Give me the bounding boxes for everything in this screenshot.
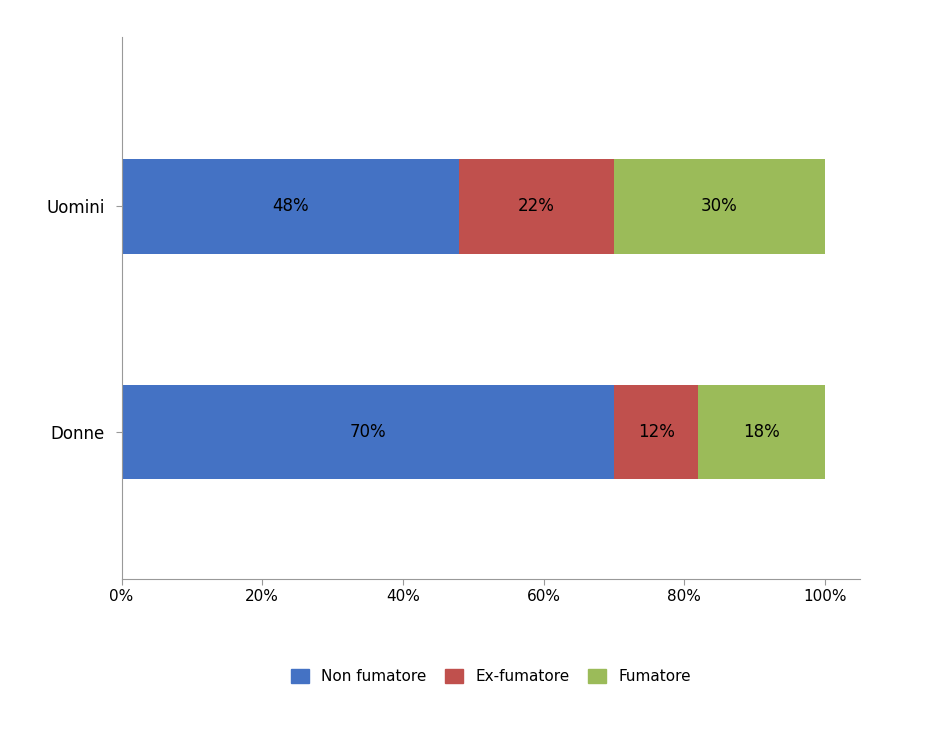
Bar <box>614 159 825 254</box>
Text: 22%: 22% <box>518 197 555 215</box>
Text: 70%: 70% <box>350 423 386 441</box>
Text: 18%: 18% <box>743 423 780 441</box>
Bar <box>698 384 825 479</box>
Bar <box>122 384 614 479</box>
Text: 30%: 30% <box>701 197 738 215</box>
Bar <box>459 159 614 254</box>
Text: 48%: 48% <box>272 197 309 215</box>
Text: 12%: 12% <box>638 423 675 441</box>
Bar <box>614 384 698 479</box>
Bar <box>122 159 459 254</box>
Legend: Non fumatore, Ex-fumatore, Fumatore: Non fumatore, Ex-fumatore, Fumatore <box>284 663 698 690</box>
